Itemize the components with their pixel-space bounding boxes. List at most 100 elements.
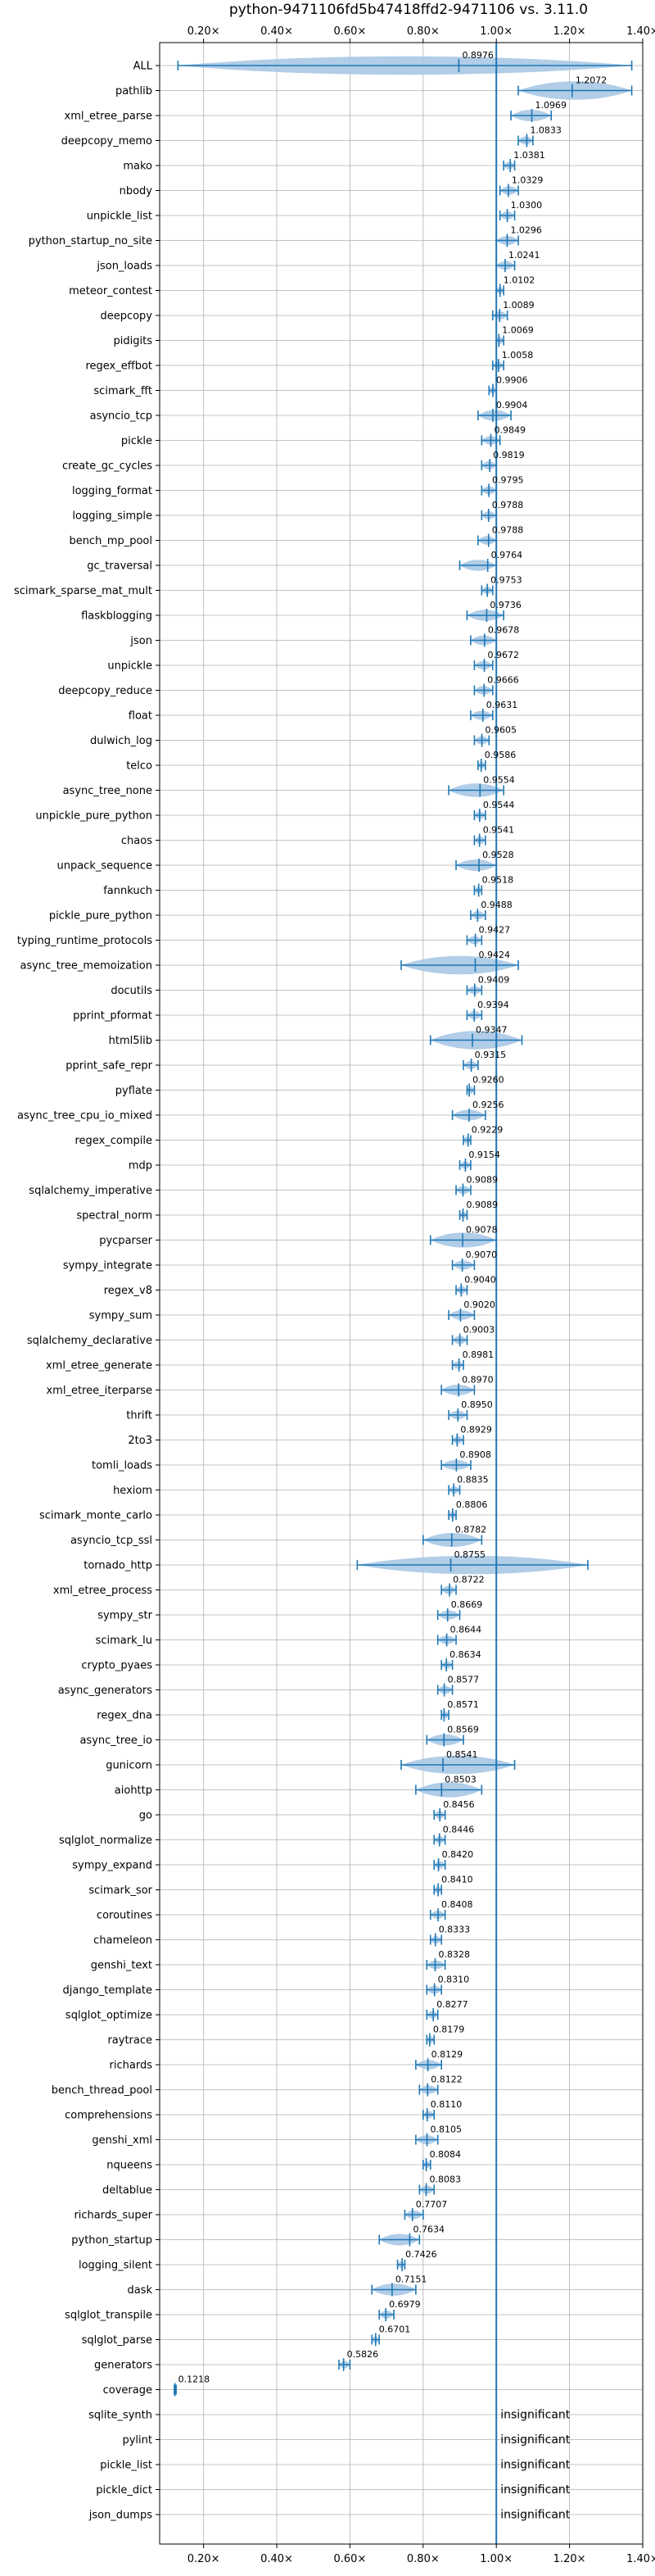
y-tick-label: scimark_lu [96,1635,152,1647]
value-label: 0.9904 [496,400,528,410]
value-label: 0.9070 [466,1249,498,1260]
value-label: 0.9631 [486,700,518,710]
value-label: 0.9736 [490,600,522,610]
y-tick-label: pickle_dict [96,2484,152,2497]
y-tick-label: sqlite_synth [88,2410,152,2422]
y-tick-label: regex_compile [75,1135,152,1147]
value-label: 0.9229 [472,1125,504,1136]
label-layer: 0.8976 1.2072 1.0969 1.0833 1.0381 1.0329 1.03… [178,50,608,2522]
y-tick-label: pickle [121,435,152,447]
x-tick-label-bottom: 1.00× [480,2553,513,2565]
value-label: 0.8634 [449,1649,481,1660]
value-label: 1.0329 [512,175,544,186]
value-label: 1.0102 [504,275,535,286]
y-tick-label: pyflate [115,1085,152,1097]
value-label: 0.9488 [481,900,513,910]
x-tick-label-bottom: 0.20× [187,2553,220,2565]
y-tick-label: nbody [120,185,153,197]
x-tick-label-top: 1.20× [553,25,586,38]
y-tick-label: deepcopy_reduce [58,685,152,697]
y-tick-label: sqlalchemy_imperative [29,1185,152,1197]
value-label: 1.0069 [502,325,534,336]
y-tick-label: async_generators [58,1685,153,1697]
value-label: 0.9260 [472,1075,504,1086]
value-label: 0.6701 [379,2324,411,2335]
insignificant-label: insignificant [500,2459,571,2472]
value-label: 0.9544 [483,800,515,810]
y-tick-label: pprint_safe_repr [66,1060,152,1073]
y-tick-label: asyncio_tcp_ssl [70,1535,152,1547]
value-label: 0.9078 [466,1225,498,1236]
value-label: 0.8929 [460,1425,492,1435]
y-tick-label: dask [127,2284,152,2297]
y-tick-label: json [129,635,152,647]
value-label: 0.9040 [464,1275,496,1286]
y-tick-label: pickle_pure_python [49,910,152,923]
value-label: 0.9394 [477,1000,509,1010]
value-label: 1.0089 [503,300,535,311]
value-label: 0.8446 [443,1825,475,1835]
y-tick-label: chaos [121,835,152,847]
y-tick-label: json_dumps [88,2510,152,2522]
y-tick-label: bench_mp_pool [69,535,152,547]
value-label: 0.1218 [178,2374,210,2385]
value-label: 0.8950 [461,1399,493,1410]
y-tick-label: typing_runtime_protocols [17,935,152,947]
value-label: 0.9795 [492,475,524,486]
insignificant-label: insignificant [500,2433,571,2447]
value-label: 0.8541 [446,1749,478,1760]
y-tick-label: xml_etree_parse [65,111,152,123]
x-tick-label-top: 1.00× [480,25,513,38]
y-tick-label: chameleon [93,1934,152,1947]
value-label: 0.8084 [430,2149,462,2160]
y-tick-label: xml_etree_process [53,1585,152,1597]
y-tick-label: comprehensions [65,2110,152,2122]
x-tick-label-bottom: 1.40× [626,2553,655,2565]
y-tick-label: coroutines [97,1910,152,1922]
y-tick-label: bench_thread_pool [52,2084,152,2097]
y-tick-label: xml_etree_generate [46,1360,152,1372]
y-tick-label: async_tree_cpu_io_mixed [17,1110,152,1122]
y-tick-label: unpickle_list [87,211,152,223]
y-tick-label: nqueens [106,2160,152,2172]
y-tick-label: pickle_list [100,2460,152,2472]
y-tick-label: asyncio_tcp [90,410,152,423]
y-tick-label: deltablue [102,2184,152,2197]
value-label: 0.7151 [395,2274,427,2285]
value-label: 0.8277 [436,1999,468,2010]
value-label: 0.8571 [447,1699,479,1710]
y-tick-label: tornado_http [84,1560,152,1572]
value-label: 0.8410 [441,1875,473,1885]
value-label: 0.8835 [457,1475,489,1485]
value-label: 0.8782 [455,1525,487,1535]
value-label: 0.9788 [492,525,524,536]
y-tick-label: go [139,1810,152,1822]
value-label: 0.8420 [442,1849,474,1860]
y-tick-label: gc_traversal [87,560,152,573]
value-label: 0.8755 [454,1549,486,1560]
value-label: 0.8328 [438,1949,470,1960]
y-tick-label: sympy_str [97,1610,152,1622]
value-label: 0.7634 [413,2225,445,2235]
y-tick-label: dulwich_log [90,735,152,747]
value-label: 0.9788 [492,500,524,510]
value-label: 0.8644 [450,1625,482,1635]
value-label: 0.9256 [472,1100,504,1110]
y-tick-label: pprint_pformat [73,1010,152,1023]
value-label: 0.8310 [438,1975,470,1985]
value-label: 0.7426 [405,2249,437,2260]
y-tick-label: richards_super [74,2210,152,2222]
y-tick-label: mdp [129,1160,152,1172]
value-label: 0.9020 [463,1299,495,1310]
x-tick-label-bottom: 0.80× [407,2553,440,2565]
violin-layer [174,43,633,2544]
value-label: 0.9528 [482,850,514,860]
x-tick-label-top: 0.40× [260,25,293,38]
y-tick-label: sqlglot_normalize [59,1834,152,1847]
y-tick-label: aiohttp [115,1785,152,1797]
insignificant-label: insignificant [500,2483,571,2497]
y-tick-label: async_tree_none [63,785,152,797]
y-tick-label: create_gc_cycles [62,460,152,473]
x-tick-label-bottom: 1.20× [553,2553,586,2565]
value-label: 1.0241 [508,250,540,261]
